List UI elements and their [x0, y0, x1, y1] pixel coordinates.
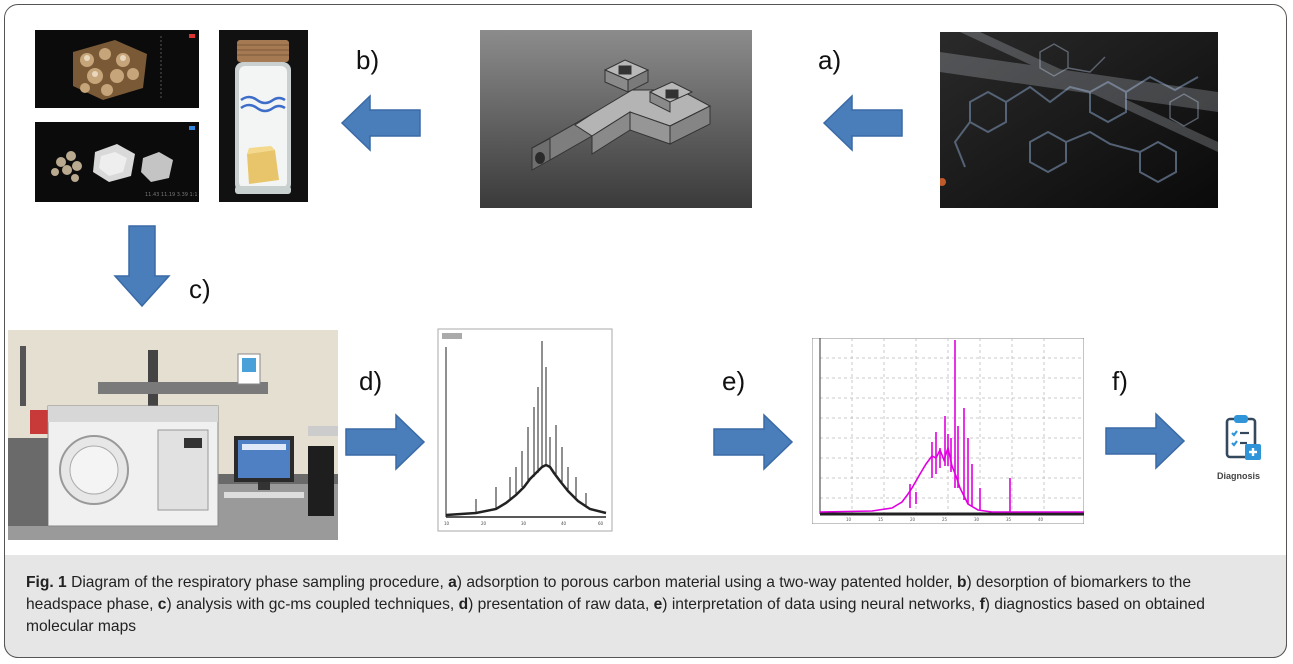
svg-text:15: 15 — [878, 517, 884, 522]
svg-text:25: 25 — [942, 517, 948, 522]
svg-text:60: 60 — [598, 521, 604, 526]
diagnosis-label: Diagnosis — [1217, 471, 1260, 481]
caption-fig-label: Fig. 1 — [26, 574, 67, 591]
gc-ms-instrument-photo — [8, 330, 338, 540]
svg-text:30: 30 — [974, 517, 980, 522]
svg-text:20: 20 — [481, 521, 487, 526]
arrow-right-icon — [1104, 412, 1186, 470]
svg-text:30: 30 — [521, 521, 527, 526]
molecule-structure-image — [940, 32, 1218, 208]
caption-intro: Diagram of the respiratory phase samplin… — [67, 574, 448, 591]
step-d-label: d) — [359, 366, 382, 397]
caption-key-b: b — [957, 574, 967, 591]
svg-text:11.43 11.19 3.39 1:1: 11.43 11.19 3.39 1:1 — [145, 192, 198, 198]
svg-text:20: 20 — [910, 517, 916, 522]
step-b-label: b) — [356, 45, 379, 76]
step-f-label: f) — [1112, 366, 1128, 397]
caption-key-e: e — [654, 596, 663, 613]
caption-key-d: d — [459, 596, 469, 613]
two-way-holder-image — [480, 30, 752, 208]
processed-chromatogram-plot: 10 15 20 25 30 35 40 — [812, 338, 1084, 524]
svg-text:10: 10 — [444, 521, 450, 526]
raw-chromatogram-plot: 10 20 30 40 60 — [436, 327, 614, 533]
step-a-label: a) — [818, 45, 841, 76]
clipboard-checklist-icon — [1223, 413, 1265, 463]
caption-text-e: ) interpretation of data using neural ne… — [662, 596, 979, 613]
svg-text:10: 10 — [846, 517, 852, 522]
arrow-right-icon — [712, 413, 794, 471]
svg-text:35: 35 — [1006, 517, 1012, 522]
arrow-left-icon — [340, 94, 422, 152]
porous-carbon-blocks-image: 11.43 11.19 3.39 1:1 — [35, 122, 199, 202]
svg-text:40: 40 — [561, 521, 567, 526]
caption-text-a: ) adsorption to porous carbon material u… — [457, 574, 957, 591]
figure-caption: Fig. 1 Diagram of the respiratory phase … — [26, 572, 1266, 638]
headspace-vial-image — [219, 30, 308, 202]
step-e-label: e) — [722, 366, 745, 397]
step-c-label: c) — [189, 274, 211, 305]
porous-carbon-3d-image — [35, 30, 199, 108]
arrow-right-icon — [344, 413, 426, 471]
caption-key-a: a — [448, 574, 457, 591]
svg-text:40: 40 — [1038, 517, 1044, 522]
caption-text-d: ) presentation of raw data, — [468, 596, 654, 613]
arrow-left-icon — [822, 94, 904, 152]
caption-text-c: ) analysis with gc-ms coupled techniques… — [166, 596, 458, 613]
arrow-down-icon — [113, 224, 171, 308]
